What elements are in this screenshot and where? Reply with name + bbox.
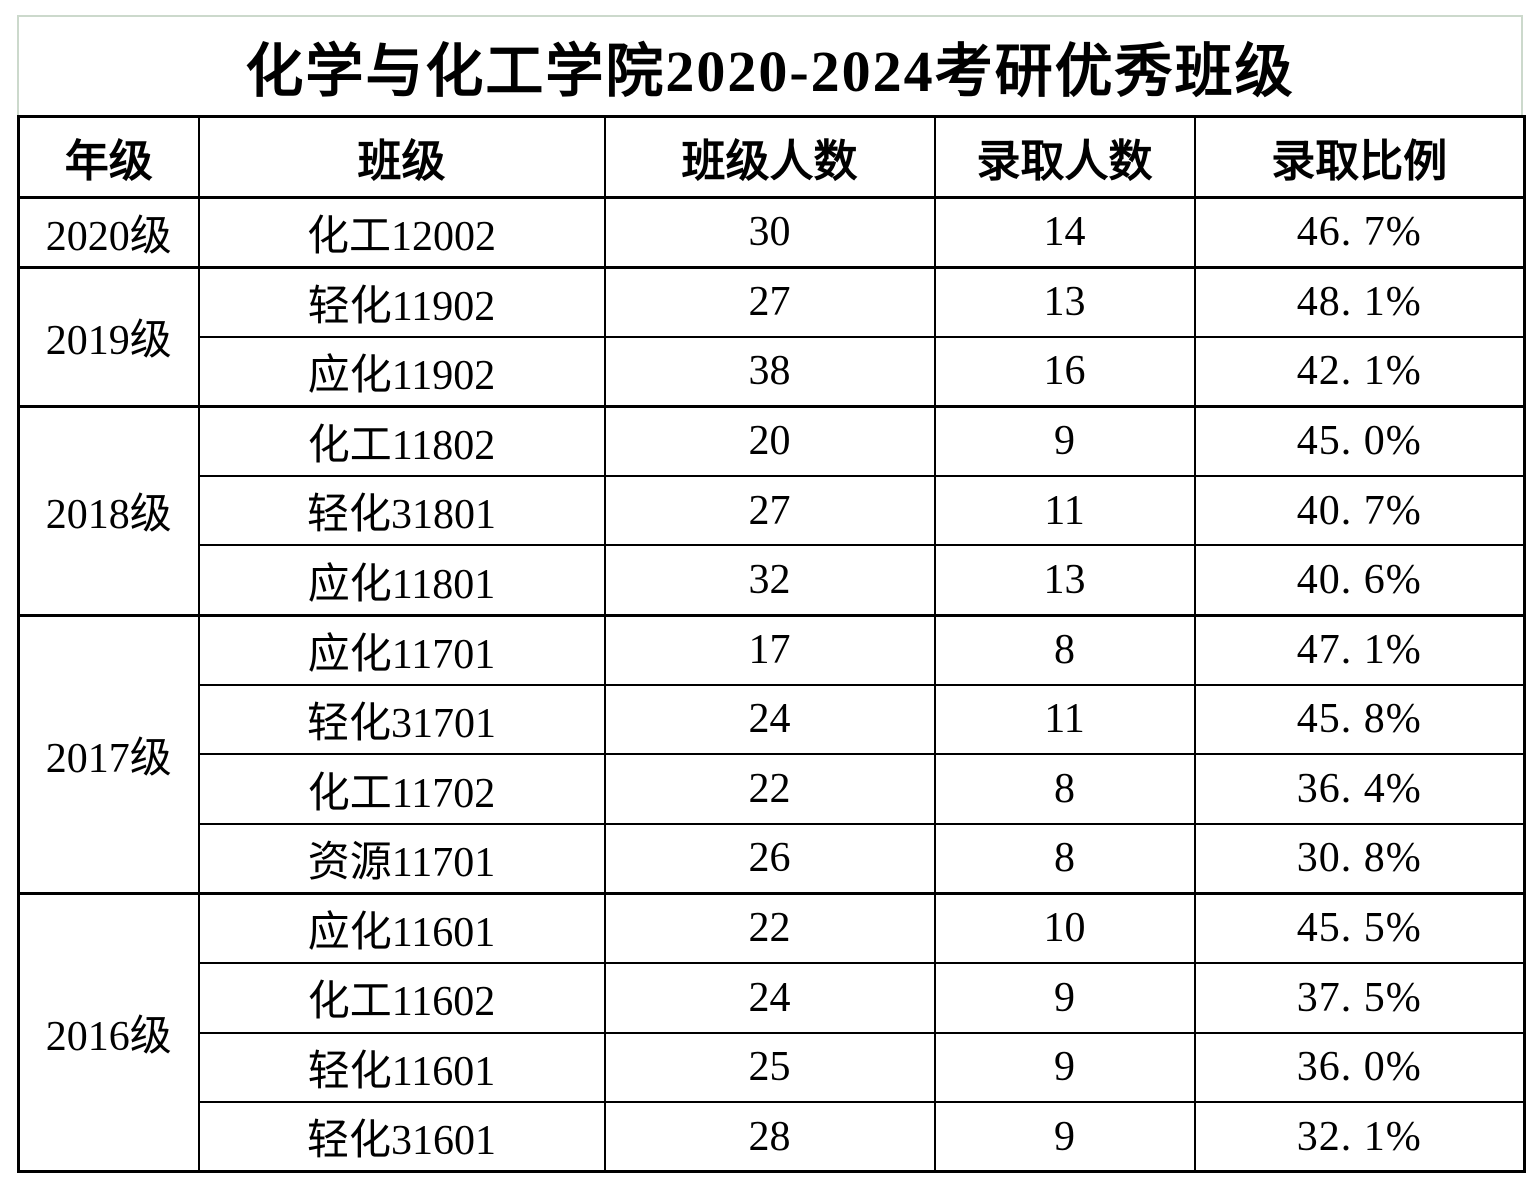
ratio-cell: 45. 0% [1193, 404, 1526, 477]
class-cell: 应化11902 [197, 335, 606, 408]
table-row: 应化11902 38 16 42. 1% [19, 335, 1526, 408]
ratio-cell: 42. 1% [1193, 335, 1526, 408]
table-row: 2020级 化工12002 30 14 46. 7% [17, 196, 1526, 269]
class-cell: 化工11702 [197, 753, 606, 825]
ratio-cell: 30. 8% [1193, 822, 1526, 895]
admissions-table: 年级 班级 班级人数 录取人数 录取比例 2020级 化工12002 30 14… [17, 115, 1526, 1174]
class-cell: 轻化31801 [197, 474, 606, 547]
class-cell: 轻化31601 [197, 1101, 606, 1173]
class-cell: 应化11601 [197, 891, 606, 965]
size-cell: 27 [603, 265, 936, 338]
table-row: 轻化11601 25 9 36. 0% [19, 1031, 1526, 1104]
admitted-cell: 9 [933, 1101, 1196, 1173]
table-row: 轻化31801 27 11 40. 7% [19, 474, 1526, 547]
size-cell: 24 [603, 683, 936, 756]
class-cell: 轻化11601 [197, 1031, 606, 1104]
admitted-cell: 8 [933, 613, 1196, 686]
col-header-class-size: 班级人数 [603, 115, 936, 199]
table-row: 轻化31601 28 9 32. 1% [19, 1101, 1526, 1173]
ratio-cell: 48. 1% [1193, 265, 1526, 338]
admitted-cell: 8 [933, 822, 1196, 895]
size-cell: 24 [603, 962, 936, 1034]
grade-cell-2020: 2020级 [17, 196, 200, 269]
table-row: 化工11702 22 8 36. 4% [19, 753, 1526, 825]
admitted-cell: 10 [933, 891, 1196, 965]
ratio-cell: 45. 5% [1193, 891, 1526, 965]
size-cell: 28 [603, 1101, 936, 1173]
ratio-cell: 47. 1% [1193, 613, 1526, 686]
ratio-cell: 45. 8% [1193, 683, 1526, 756]
size-cell: 26 [603, 822, 936, 895]
table-row: 应化11801 32 13 40. 6% [19, 544, 1526, 617]
col-header-class: 班级 [197, 115, 606, 199]
grade-cell-2019: 2019级 [17, 265, 200, 408]
admitted-cell: 9 [933, 1031, 1196, 1104]
admitted-cell: 11 [933, 683, 1196, 756]
admitted-cell: 9 [933, 962, 1196, 1034]
table-row: 化工11602 24 9 37. 5% [19, 962, 1526, 1034]
admitted-cell: 8 [933, 753, 1196, 825]
grade-cell-2017: 2017级 [17, 613, 200, 895]
ratio-cell: 36. 0% [1193, 1031, 1526, 1104]
page-title: 化学与化工学院2020-2024考研优秀班级 [17, 15, 1523, 115]
ratio-cell: 36. 4% [1193, 753, 1526, 825]
col-header-admitted: 录取人数 [933, 115, 1196, 199]
class-cell: 轻化11902 [197, 265, 606, 338]
table-row: 轻化31701 24 11 45. 8% [19, 683, 1526, 756]
class-cell: 轻化31701 [197, 683, 606, 756]
class-cell: 应化11701 [197, 613, 606, 686]
admitted-cell: 14 [933, 196, 1196, 269]
class-cell: 化工11602 [197, 962, 606, 1034]
grade-cell-2018: 2018级 [17, 404, 200, 617]
ratio-cell: 46. 7% [1193, 196, 1526, 269]
size-cell: 25 [603, 1031, 936, 1104]
class-cell: 化工12002 [197, 196, 606, 269]
header-row: 年级 班级 班级人数 录取人数 录取比例 [17, 115, 1526, 199]
size-cell: 27 [603, 474, 936, 547]
ratio-cell: 40. 7% [1193, 474, 1526, 547]
table-frame: 化学与化工学院2020-2024考研优秀班级 年级 班级 班级人数 录取人数 录… [17, 15, 1526, 1174]
grade-cell-2016: 2016级 [17, 891, 200, 1173]
table-row: 2016级 应化11601 22 10 45. 5% [17, 891, 1526, 1173]
admitted-cell: 11 [933, 474, 1196, 547]
table-row: 2017级 应化11701 17 8 47. 1% [17, 613, 1526, 895]
class-cell: 资源11701 [197, 822, 606, 895]
col-header-ratio: 录取比例 [1193, 115, 1526, 199]
admitted-cell: 16 [933, 335, 1196, 408]
admitted-cell: 9 [933, 404, 1196, 477]
table-row: 资源11701 26 8 30. 8% [19, 822, 1526, 895]
class-cell: 应化11801 [197, 544, 606, 617]
class-cell: 化工11802 [197, 404, 606, 477]
size-cell: 22 [603, 891, 936, 965]
col-header-grade: 年级 [17, 115, 200, 199]
ratio-cell: 40. 6% [1193, 544, 1526, 617]
admitted-cell: 13 [933, 544, 1196, 617]
table-row: 2018级 化工11802 20 9 45. 0% [17, 404, 1526, 617]
size-cell: 20 [603, 404, 936, 477]
size-cell: 32 [603, 544, 936, 617]
ratio-cell: 37. 5% [1193, 962, 1526, 1034]
table-row: 2019级 轻化11902 27 13 48. 1% [17, 265, 1526, 408]
ratio-cell: 32. 1% [1193, 1101, 1526, 1173]
admitted-cell: 13 [933, 265, 1196, 338]
size-cell: 17 [603, 613, 936, 686]
size-cell: 30 [603, 196, 936, 269]
size-cell: 22 [603, 753, 936, 825]
size-cell: 38 [603, 335, 936, 408]
